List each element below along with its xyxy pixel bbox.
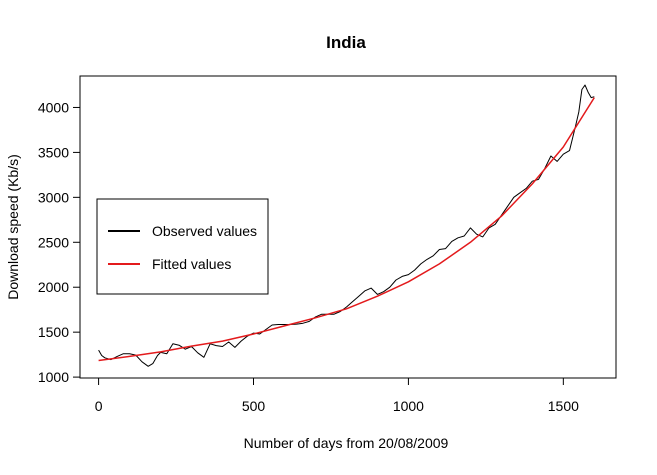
y-tick-label: 1500 bbox=[38, 324, 69, 340]
legend-label-fitted: Fitted values bbox=[152, 256, 231, 272]
y-axis: 1000 1500 2000 2500 3000 3500 4000 bbox=[38, 99, 80, 385]
y-tick-label: 4000 bbox=[38, 99, 69, 115]
series-layer bbox=[98, 84, 595, 367]
series-line-fitted bbox=[98, 97, 595, 362]
legend-box bbox=[96, 198, 269, 295]
legend: Observed values Fitted values bbox=[96, 198, 269, 295]
y-tick-label: 2000 bbox=[38, 279, 69, 295]
x-tick-label: 1500 bbox=[548, 398, 579, 414]
x-tick-label: 1000 bbox=[393, 398, 424, 414]
x-axis: 0 500 1000 1500 bbox=[95, 378, 579, 414]
x-tick-label: 0 bbox=[95, 398, 103, 414]
x-tick-label: 500 bbox=[242, 398, 266, 414]
plot-frame bbox=[79, 75, 617, 379]
chart-title: India bbox=[326, 33, 366, 52]
series-line-observed bbox=[98, 84, 595, 367]
y-tick-label: 3500 bbox=[38, 144, 69, 160]
x-axis-label: Number of days from 20/08/2009 bbox=[244, 435, 449, 451]
legend-label-observed: Observed values bbox=[152, 223, 257, 239]
y-axis-label: Download speed (Kb/s) bbox=[5, 154, 21, 300]
y-tick-label: 1000 bbox=[38, 369, 69, 385]
y-tick-label: 2500 bbox=[38, 234, 69, 250]
y-tick-label: 3000 bbox=[38, 189, 69, 205]
